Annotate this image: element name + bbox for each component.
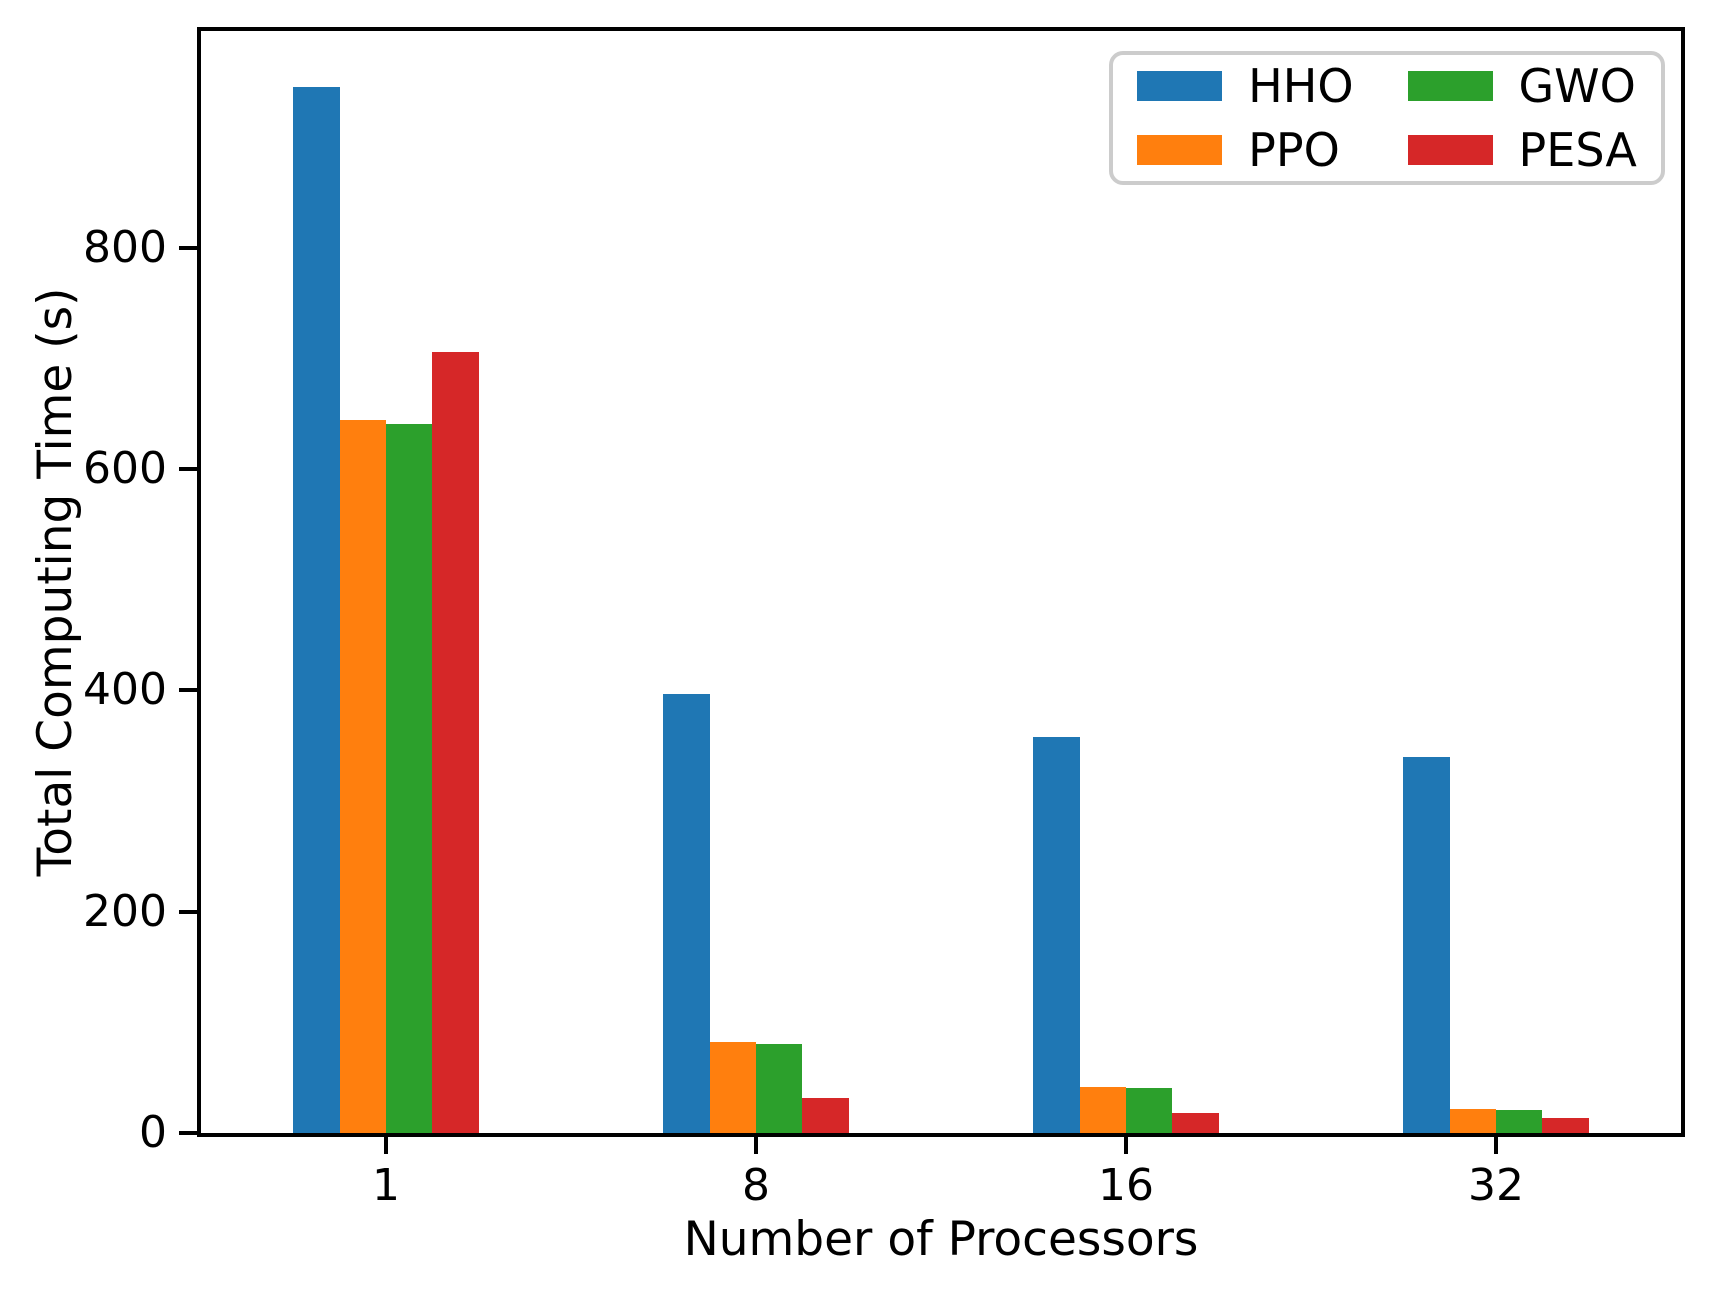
legend-item-gwo: GWO	[1407, 59, 1637, 113]
bar-ppo-8	[709, 1042, 756, 1133]
bar-gwo-1	[386, 424, 433, 1133]
x-tick-label-16: 16	[1098, 1160, 1154, 1211]
legend-item-ppo: PPO	[1137, 123, 1353, 177]
bar-ppo-1	[339, 420, 386, 1133]
x-tick-label-1: 1	[372, 1160, 400, 1211]
bar-gwo-32	[1496, 1110, 1543, 1133]
legend-label-gwo: GWO	[1518, 59, 1636, 113]
bar-pesa-8	[802, 1098, 849, 1133]
bar-gwo-16	[1126, 1088, 1173, 1133]
legend: HHO GWO PPO PESA	[1109, 51, 1665, 185]
y-tick-400	[179, 688, 197, 693]
x-tick-1	[384, 1137, 388, 1154]
x-tick-label-8: 8	[742, 1160, 770, 1211]
bar-hho-32	[1403, 757, 1450, 1133]
y-tick-600	[179, 467, 197, 472]
bar-pesa-1	[432, 352, 479, 1133]
bar-ppo-32	[1449, 1109, 1496, 1133]
legend-label-ppo: PPO	[1248, 123, 1340, 177]
y-tick-label-0: 0	[139, 1107, 167, 1158]
gwo-color-swatch	[1407, 71, 1493, 101]
y-tick-label-800: 800	[83, 221, 167, 273]
legend-label-hho: HHO	[1248, 59, 1354, 113]
y-tick-0	[179, 1131, 197, 1135]
y-tick-200	[179, 909, 197, 914]
y-tick-label-200: 200	[83, 885, 167, 937]
y-tick-label-400: 400	[83, 664, 167, 716]
y-tick-label-600: 600	[83, 443, 167, 495]
bar-gwo-8	[756, 1044, 803, 1133]
x-tick-8	[754, 1137, 758, 1154]
hho-color-swatch	[1137, 71, 1223, 101]
bar-ppo-16	[1079, 1087, 1126, 1133]
bar-pesa-16	[1172, 1113, 1219, 1133]
legend-item-hho: HHO	[1137, 59, 1354, 113]
bar-hho-16	[1033, 737, 1080, 1133]
ppo-color-swatch	[1137, 135, 1223, 165]
legend-item-pesa: PESA	[1407, 123, 1637, 177]
x-axis-label: Number of Processors	[683, 1212, 1199, 1267]
plot-area	[197, 27, 1685, 1137]
bar-pesa-32	[1542, 1118, 1589, 1133]
pesa-color-swatch	[1407, 135, 1493, 165]
x-tick-16	[1124, 1137, 1128, 1154]
y-tick-800	[179, 245, 197, 250]
y-axis-label-text: Total Computing Time (s)	[28, 287, 83, 877]
x-tick-label-32: 32	[1468, 1160, 1524, 1211]
x-tick-32	[1494, 1137, 1498, 1154]
legend-label-pesa: PESA	[1518, 123, 1637, 177]
bar-hho-1	[293, 87, 340, 1133]
bar-hho-8	[663, 694, 710, 1133]
